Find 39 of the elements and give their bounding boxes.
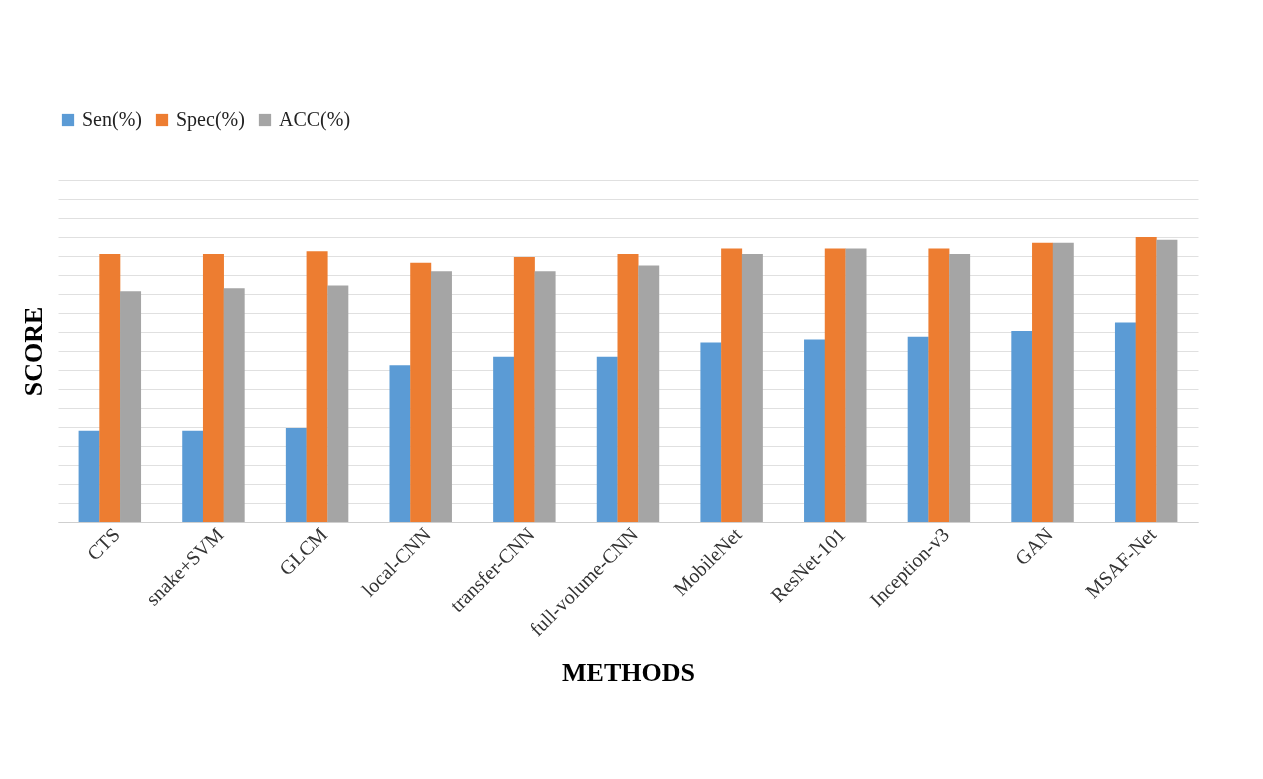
bar [1052,242,1074,522]
bar [1011,331,1033,522]
x-axis-title: METHODS [562,657,695,687]
bar [99,254,121,522]
legend-label: ACC(%) [279,108,351,131]
bar [285,427,307,522]
bar [202,254,224,522]
bar [804,339,826,522]
bar [1135,237,1157,522]
bar [534,271,556,522]
bar [513,256,535,522]
legend-label: Sen(%) [82,108,142,131]
bar [721,248,743,522]
bar [700,342,722,522]
bar [182,430,204,522]
bar [430,271,452,522]
bar [410,262,432,522]
bar [1114,322,1136,522]
legend-label: Spec(%) [176,108,245,131]
bar [306,251,328,522]
bar [845,248,867,522]
bar [596,356,618,522]
bar [327,285,349,522]
bar [389,365,411,522]
bar [617,254,639,522]
bar [223,288,245,522]
bar [928,248,950,522]
bar [638,265,660,522]
bar [120,291,142,522]
bar [824,248,846,522]
bar [493,356,515,522]
bar [949,254,971,522]
x-tick-label: CTS [82,523,124,565]
bar [741,254,763,522]
y-axis-title: SCORE [18,306,48,397]
bar [1156,239,1178,522]
bar [907,336,929,522]
bar [78,430,100,522]
bar [1032,242,1054,522]
